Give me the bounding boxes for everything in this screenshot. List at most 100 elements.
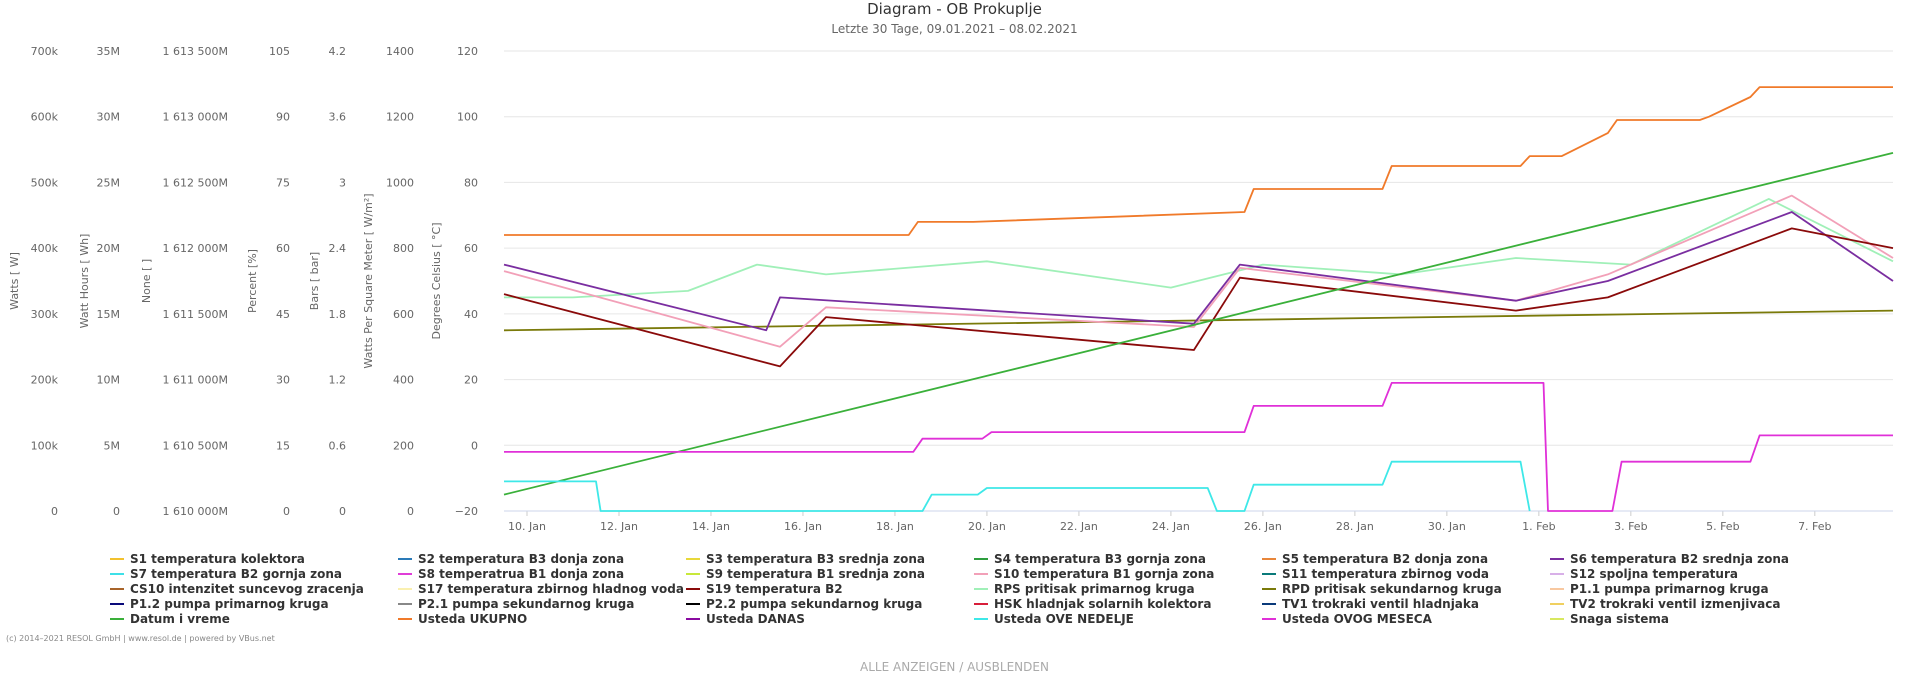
legend-item[interactable]: S3 temperatura B3 srednja zona: [686, 551, 925, 566]
legend-swatch: [398, 557, 412, 560]
legend-item[interactable]: HSK hladnjak solarnih kolektora: [974, 596, 1211, 611]
y-tick-label: 0.6: [329, 439, 347, 452]
x-tick-label: 30. Jan: [1428, 520, 1466, 533]
y-tick-label: 100: [457, 111, 478, 124]
legend-item[interactable]: S7 temperatura B2 gornja zona: [110, 566, 342, 581]
y-tick-label: 120: [457, 45, 478, 58]
copyright-text: (c) 2014–2021 RESOL GmbH | www.resol.de …: [6, 634, 275, 643]
legend-item[interactable]: S19 temperatura B2: [686, 581, 843, 596]
legend-item[interactable]: Usteda DANAS: [686, 611, 805, 626]
legend-item[interactable]: P2.1 pumpa sekundarnog kruga: [398, 596, 634, 611]
legend-label: S2 temperatura B3 donja zona: [418, 551, 625, 566]
chart-title: Diagram - OB Prokuplje: [867, 0, 1042, 18]
y-tick-label: 3: [339, 176, 346, 189]
chart-plot: 0 100k 200k 300k 400k 500k 600k 700k Watts [ W] 0…: [8, 45, 1894, 533]
legend-swatch: [398, 602, 412, 605]
legend-swatch: [974, 572, 988, 575]
legend-item[interactable]: Usteda UKUPNO: [398, 611, 527, 626]
x-tick-label: 3. Feb: [1614, 520, 1647, 533]
legend-swatch: [1262, 602, 1276, 605]
legend-item[interactable]: S5 temperatura B2 donja zona: [1262, 551, 1488, 566]
series-line-s10-temperatura-b1-gornja-zona: [503, 194, 1894, 348]
y-tick-label: 1 612 000M: [163, 242, 228, 255]
y-tick-label: 1400: [386, 45, 414, 58]
legend-swatch: [110, 557, 124, 560]
series-line-usteda-ukupno: [504, 86, 1893, 236]
y-tick-label: 0: [471, 439, 478, 452]
legend-swatch: [1550, 617, 1564, 620]
x-tick-label: 26. Jan: [1244, 520, 1282, 533]
y-tick-label: 1 610 500M: [163, 439, 228, 452]
legend-swatch: [1262, 587, 1276, 590]
show-hide-all-button[interactable]: ALLE ANZEIGEN / AUSBLENDEN: [860, 660, 1049, 674]
legend-item[interactable]: P1.1 pumpa primarnog kruga: [1550, 581, 1769, 596]
y-tick-label: 3.6: [329, 111, 347, 124]
legend-label: S1 temperatura kolektora: [130, 551, 305, 566]
legend-item[interactable]: P2.2 pumpa sekundarnog kruga: [686, 596, 922, 611]
legend-item[interactable]: Usteda OVOG MESECA: [1262, 611, 1432, 626]
legend-label: Datum i vreme: [130, 611, 230, 626]
x-tick-label: 10. Jan: [508, 520, 546, 533]
y-tick-label: 25M: [97, 176, 121, 189]
legend-item[interactable]: Datum i vreme: [110, 611, 230, 626]
legend-label: HSK hladnjak solarnih kolektora: [994, 596, 1212, 611]
x-tick-label: 12. Jan: [600, 520, 638, 533]
legend-item[interactable]: S11 temperatura zbirnog voda: [1262, 566, 1489, 581]
legend-label: Usteda UKUPNO: [418, 611, 528, 626]
legend-swatch: [1550, 602, 1564, 605]
legend-item[interactable]: S1 temperatura kolektora: [110, 551, 305, 566]
legend-item[interactable]: S4 temperatura B3 gornja zona: [974, 551, 1206, 566]
y-tick-label: 4.2: [329, 45, 347, 58]
y-tick-label: 20: [464, 374, 478, 387]
legend-label: S10 temperatura B1 gornja zona: [994, 566, 1215, 581]
legend-swatch: [686, 587, 700, 590]
series-line-s6-temperatura-b2-srednja-zona: [503, 211, 1894, 332]
x-tick-label: 22. Jan: [1060, 520, 1098, 533]
y-axis-title: Watts [ W]: [8, 252, 21, 310]
chart-subtitle: Letzte 30 Tage, 09.01.2021 – 08.02.2021: [831, 22, 1078, 36]
y-tick-label: 1000: [386, 176, 414, 189]
legend-item[interactable]: Snaga sistema: [1550, 611, 1669, 626]
legend-swatch: [110, 587, 124, 590]
legend-item[interactable]: RPD pritisak sekundarnog kruga: [1262, 581, 1502, 596]
series-line-s19-temperatura-b2: [503, 227, 1894, 368]
y-tick-label: 35M: [97, 45, 121, 58]
legend-item[interactable]: S12 spoljna temperatura: [1550, 566, 1738, 581]
legend-swatch: [110, 602, 124, 605]
y-tick-label: 200: [393, 439, 414, 452]
legend-item[interactable]: CS10 intenzitet suncevog zracenja: [110, 581, 364, 596]
y-axis-title: Percent [%]: [246, 249, 259, 313]
legend-label: P1.1 pumpa primarnog kruga: [1570, 581, 1769, 596]
x-tick-label: 7. Feb: [1798, 520, 1831, 533]
y-tick-label: 15: [276, 439, 290, 452]
y-tick-label: 10M: [97, 374, 121, 387]
y-tick-label: 1 613 500M: [163, 45, 228, 58]
y-axis-title: Watt Hours [ Wh]: [78, 234, 91, 329]
legend-item[interactable]: TV2 trokraki ventil izmenjivaca: [1550, 596, 1780, 611]
legend-item[interactable]: S17 temperatura zbirnog hladnog voda: [398, 581, 684, 596]
y-tick-label: 20M: [97, 242, 121, 255]
legend-item[interactable]: P1.2 pumpa primarnog kruga: [110, 596, 329, 611]
y-tick-label: 15M: [97, 308, 121, 321]
legend-swatch: [1550, 572, 1564, 575]
y-tick-label: 200k: [31, 374, 59, 387]
x-tick-label: 16. Jan: [784, 520, 822, 533]
legend-swatch: [1262, 557, 1276, 560]
legend-label: S6 temperatura B2 srednja zona: [1570, 551, 1790, 566]
legend-item[interactable]: S9 temperatura B1 srednja zona: [686, 566, 925, 581]
series-line-usteda-ovog-meseca: [504, 381, 1893, 512]
legend-item[interactable]: RPS pritisak primarnog kruga: [974, 581, 1195, 596]
legend-label: Usteda OVOG MESECA: [1282, 611, 1432, 626]
legend-item[interactable]: S2 temperatura B3 donja zona: [398, 551, 624, 566]
y-tick-label: 0: [339, 505, 346, 518]
legend-item[interactable]: S8 temperatrua B1 donja zona: [398, 566, 624, 581]
legend-label: S19 temperatura B2: [706, 581, 843, 596]
y-tick-label: 0: [407, 505, 414, 518]
legend-swatch: [686, 602, 700, 605]
x-tick-label: 20. Jan: [968, 520, 1006, 533]
y-tick-label: 600: [393, 308, 414, 321]
legend-item[interactable]: S6 temperatura B2 srednja zona: [1550, 551, 1789, 566]
legend-item[interactable]: Usteda OVE NEDELJE: [974, 611, 1134, 626]
legend-item[interactable]: TV1 trokraki ventil hladnjaka: [1262, 596, 1479, 611]
legend-item[interactable]: S10 temperatura B1 gornja zona: [974, 566, 1214, 581]
